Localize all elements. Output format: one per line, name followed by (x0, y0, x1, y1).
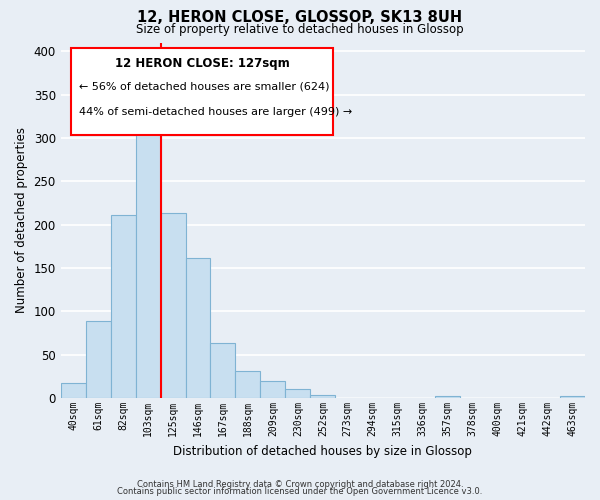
Y-axis label: Number of detached properties: Number of detached properties (15, 128, 28, 314)
Text: Size of property relative to detached houses in Glossop: Size of property relative to detached ho… (136, 22, 464, 36)
Text: Contains public sector information licensed under the Open Government Licence v3: Contains public sector information licen… (118, 487, 482, 496)
FancyBboxPatch shape (71, 48, 334, 135)
Bar (260, 381, 286, 398)
Text: 12, HERON CLOSE, GLOSSOP, SK13 8UH: 12, HERON CLOSE, GLOSSOP, SK13 8UH (137, 10, 463, 25)
Bar (161, 212, 185, 398)
Text: 12 HERON CLOSE: 127sqm: 12 HERON CLOSE: 127sqm (115, 56, 290, 70)
Bar (136, 134, 161, 398)
Text: ← 56% of detached houses are smaller (624): ← 56% of detached houses are smaller (62… (79, 82, 329, 92)
Bar (86, 321, 110, 398)
Bar (61, 384, 86, 398)
Bar (235, 371, 260, 398)
Bar (435, 396, 460, 398)
Bar (211, 342, 235, 398)
Bar (560, 396, 585, 398)
Bar (110, 215, 136, 398)
Bar (286, 390, 310, 398)
Text: 44% of semi-detached houses are larger (499) →: 44% of semi-detached houses are larger (… (79, 106, 352, 117)
Bar (310, 394, 335, 398)
Bar (185, 258, 211, 398)
X-axis label: Distribution of detached houses by size in Glossop: Distribution of detached houses by size … (173, 444, 472, 458)
Text: Contains HM Land Registry data © Crown copyright and database right 2024.: Contains HM Land Registry data © Crown c… (137, 480, 463, 489)
